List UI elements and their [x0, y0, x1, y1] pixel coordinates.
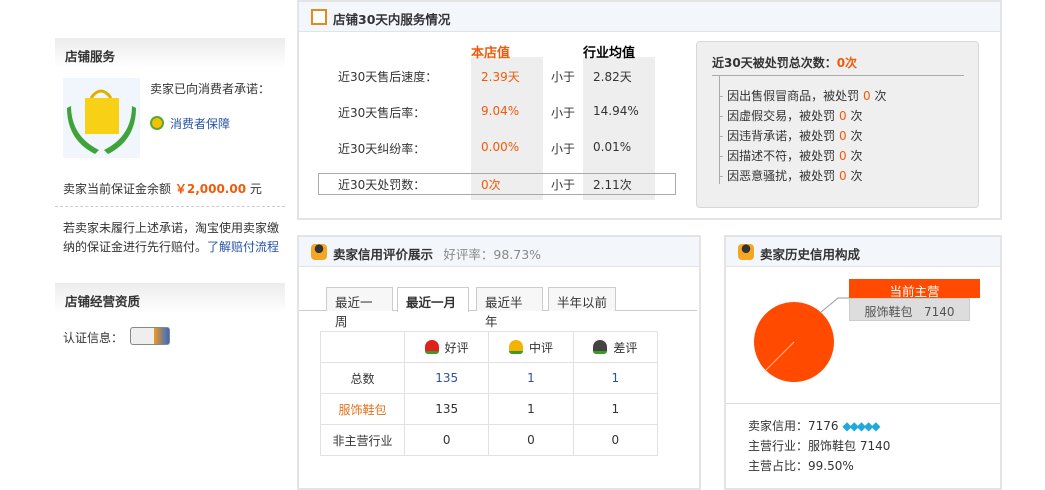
- rating-count: 0: [403, 424, 490, 456]
- rating-header: 差评: [572, 331, 659, 363]
- compensation-desc: 若卖家未履行上述承诺，淘宝使用卖家缴纳的保证金进行先行赔付。: [63, 221, 280, 254]
- deposit-amount: ￥2,000.00: [174, 182, 247, 196]
- rating-header: 好评: [403, 331, 490, 363]
- tab-2[interactable]: 最近半年: [476, 287, 543, 329]
- rating-count[interactable]: 1: [572, 362, 659, 394]
- service-panel-header: 店铺30天内服务情况: [299, 2, 1000, 32]
- industry-col-header: 行业均值: [583, 46, 636, 61]
- seller-icon: [311, 244, 327, 260]
- credit-title: 卖家信用评价展示: [333, 247, 434, 262]
- history-title: 卖家历史信用构成: [760, 247, 861, 262]
- rating-count[interactable]: 1: [488, 362, 574, 394]
- row-label: 总数: [320, 362, 405, 394]
- deposit-label: 卖家当前保证金余额: [63, 182, 172, 196]
- store-col-header: 本店值: [471, 46, 511, 61]
- pie-slice-other: [764, 341, 795, 372]
- tab-0[interactable]: 最近一周: [326, 287, 393, 329]
- guarantee-image: [63, 78, 140, 158]
- credit-pie-chart: [754, 297, 849, 382]
- tab-3[interactable]: 半年以前: [548, 287, 616, 311]
- rating-header: 中评: [488, 331, 574, 363]
- cert-label: 认证信息：: [63, 331, 124, 345]
- certification-icon[interactable]: [130, 327, 170, 345]
- empty-header: [320, 331, 405, 363]
- deposit-unit: 元: [249, 182, 262, 196]
- bad-rating-icon: [593, 339, 608, 354]
- table-row: 非主营行业 0 0 0: [320, 424, 659, 456]
- main-category-tag: 当前主营: [849, 279, 980, 299]
- history-summary: 卖家信用：7176 ◆◆◆◆◆ 主营行业：服饰鞋包 7140 主营占比：99.5…: [748, 416, 890, 476]
- main-ratio: 主营占比：99.50%: [748, 459, 854, 473]
- rating-count: 1: [488, 393, 574, 425]
- industry-value: 2.82天: [593, 70, 632, 84]
- penalty-item: - 因恶意骚扰，被处罚 0 次: [719, 169, 863, 183]
- compare-text: 小于: [551, 178, 576, 192]
- positive-rate: 好评率：98.73%: [443, 247, 542, 262]
- metric-label: 近30天售后速度：: [338, 70, 438, 84]
- store-value: 9.04%: [481, 104, 520, 118]
- rating-count: 0: [572, 424, 659, 456]
- compare-text: 小于: [551, 142, 576, 156]
- penalty-item: - 因描述不符，被处罚 0 次: [719, 149, 863, 163]
- store-value: 0次: [481, 178, 501, 192]
- penalty-item: - 因出售假冒商品，被处罚 0 次: [719, 89, 887, 103]
- deposit-line: 卖家当前保证金余额 ￥2,000.00 元: [63, 180, 262, 197]
- industry-value: 14.94%: [593, 104, 639, 118]
- promise-text: 卖家已向消费者承诺：: [150, 82, 271, 96]
- main-industry: 主营行业：服饰鞋包 7140: [748, 439, 891, 453]
- industry-value: 0.01%: [593, 140, 632, 154]
- divider: [726, 403, 1000, 404]
- store-value: 0.00%: [481, 140, 520, 154]
- penalty-total: 0次: [836, 56, 858, 70]
- calendar-icon: [311, 9, 327, 25]
- rating-count[interactable]: 135: [403, 362, 490, 394]
- metric-label: 近30天处罚数：: [338, 178, 426, 192]
- row-label[interactable]: 服饰鞋包: [320, 393, 405, 425]
- compare-text: 小于: [551, 70, 576, 84]
- pie-leader-line: [819, 297, 849, 314]
- service-title: 店铺30天内服务情况: [333, 12, 451, 27]
- history-panel-header: 卖家历史信用构成: [726, 237, 1000, 267]
- highlight-row: [318, 173, 676, 195]
- main-category-label: 服饰鞋包 7140: [849, 298, 970, 321]
- table-row: 总数 135 1 1: [320, 362, 659, 394]
- consumer-guarantee-link[interactable]: 消费者保障: [170, 117, 231, 131]
- rating-count: 0: [488, 424, 574, 456]
- compare-text: 小于: [551, 106, 576, 120]
- rating-table: 好评 中评 差评 总数 135 1 1 服饰鞋包 135 1 1 非主营行业 0 0 0: [320, 331, 659, 456]
- tab-1[interactable]: 最近一月: [397, 287, 469, 312]
- store-value: 2.39天: [481, 70, 520, 84]
- neutral-rating-flower-icon: [508, 339, 523, 354]
- compensation-text: 若卖家未履行上述承诺，淘宝使用卖家缴纳的保证金进行先行赔付。了解赔付流程: [63, 219, 287, 257]
- metric-label: 近30天售后率：: [338, 106, 426, 120]
- diamond-icon: ◆◆◆◆◆: [842, 419, 880, 433]
- penalty-title: 近30天被处罚总次数：0次: [712, 56, 858, 70]
- credit-score: 卖家信用：7176: [748, 419, 839, 433]
- divider: [55, 206, 285, 207]
- metric-label: 近30天纠纷率：: [338, 142, 426, 156]
- guarantee-icon: [150, 116, 164, 130]
- service-header: 店铺服务: [55, 38, 285, 68]
- penalty-item: - 因虚假交易，被处罚 0 次: [719, 109, 863, 123]
- qualification-header: 店铺经营资质: [55, 283, 285, 313]
- rating-count: 1: [572, 393, 659, 425]
- credit-panel-header: 卖家信用评价展示 好评率：98.73%: [299, 237, 699, 267]
- seller-icon: [738, 244, 754, 260]
- industry-value: 2.11次: [593, 178, 632, 192]
- row-label: 非主营行业: [320, 424, 405, 456]
- compensation-flow-link[interactable]: 了解赔付流程: [207, 240, 280, 254]
- industry-column-bg: [583, 57, 655, 200]
- store-column-bg: [471, 57, 543, 200]
- rating-count: 135: [403, 393, 490, 425]
- penalty-box: 近30天被处罚总次数：0次 - 因出售假冒商品，被处罚 0 次 - 因虚假交易，被…: [696, 41, 979, 208]
- table-row: 服饰鞋包 135 1 1: [320, 393, 659, 425]
- good-rating-flower-icon: [424, 339, 439, 354]
- penalty-item: - 因违背承诺，被处罚 0 次: [719, 129, 863, 143]
